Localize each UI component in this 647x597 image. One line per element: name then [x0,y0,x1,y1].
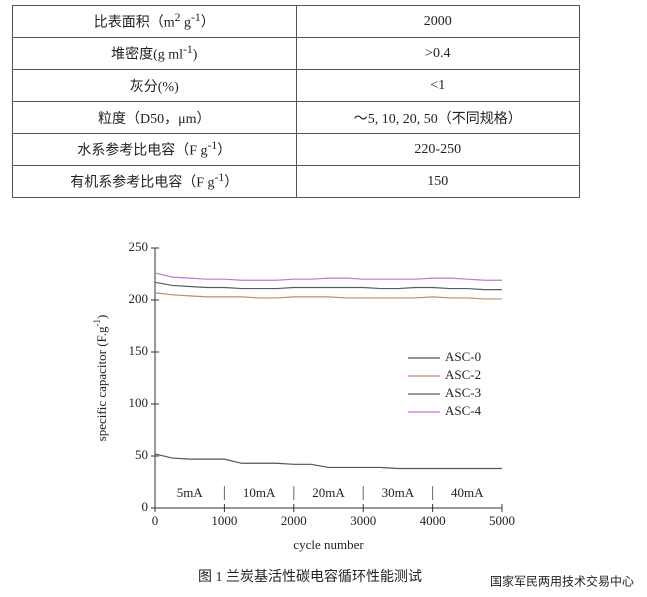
superscript: -1 [207,139,218,153]
text-part: 150 [427,173,449,189]
x-axis-label: cycle number [293,537,364,552]
text-part: 比表面积（m [93,15,175,31]
table-cell: 比表面积（m2 g-1） [12,5,297,38]
superscript: -1 [92,319,102,327]
x-tick-label: 0 [152,513,159,528]
x-tick-label: 3000 [350,513,376,528]
table-cell: 灰分(%) [12,69,297,102]
series-line [154,272,502,281]
text-part: g [180,15,191,31]
table-cell: 粒度（D50，μm） [12,101,297,134]
watermark: 国家军民两用技术交易中心 [490,574,634,589]
text-part: 灰分(%) [129,79,179,95]
table-row: 粒度（D50，μm） ～5, 10, 20, 50（不同规格） [12,101,580,134]
table-cell: >0.4 [295,37,580,70]
y-tick-label: 150 [129,343,149,358]
y-tick-label: 50 [135,447,148,462]
y-tick-label: 0 [142,499,149,514]
x-tick-label: 1000 [211,513,237,528]
text-part: 堆密度(g ml [111,47,184,63]
table-cell: 150 [295,165,580,198]
property-table: 比表面积（m2 g-1） 2000 堆密度(g ml-1) >0.4 灰分(%) <1 粒度… [12,5,580,198]
series-line [154,292,502,300]
current-label: 10mA [243,485,276,500]
text-part: 水系参考比电容（F g [77,143,208,159]
text-part: ) [192,47,198,63]
superscript: 2 [174,11,181,25]
legend-label: ASC-0 [445,349,481,364]
text-part: specific capacitor (F.g [94,326,109,441]
series-line [154,281,502,291]
series-line [154,453,502,470]
table-row: 灰分(%) <1 [12,69,580,102]
current-label: 40mA [451,485,484,500]
table-row: 堆密度(g ml-1) >0.4 [12,37,580,70]
superscript: -1 [183,43,193,57]
y-tick-label: 200 [129,291,149,306]
text-part: ） [224,175,239,191]
current-label: 5mA [177,485,204,500]
text-part: ) [94,315,109,319]
text-part: 粒度（D50，μm） [97,111,211,127]
superscript: -1 [191,11,201,25]
legend-label: ASC-4 [445,403,482,418]
legend-label: ASC-3 [445,385,481,400]
x-tick-label: 4000 [420,513,446,528]
text-part: <1 [430,77,446,93]
table-row: 有机系参考比电容（F g-1） 150 [12,165,580,198]
legend-label: ASC-2 [445,367,481,382]
table-cell: ～5, 10, 20, 50（不同规格） [295,101,580,134]
text-part: 有机系参考比电容（F g [70,175,215,191]
superscript: -1 [214,171,225,185]
x-tick-label: 5000 [489,513,515,528]
table-cell: 有机系参考比电容（F g-1） [12,165,297,198]
text-part: ～5, 10, 20, 50（不同规格） [353,111,522,127]
table-cell: 堆密度(g ml-1) [12,37,297,70]
text-part: ） [217,143,232,159]
text-part: >0.4 [425,45,451,61]
y-tick-label: 250 [129,239,149,254]
text-part: ） [200,15,215,31]
caption: 图 1 兰炭基活性碳电容循环性能测试 [198,568,422,585]
table-cell: <1 [295,69,580,102]
current-label: 30mA [382,485,415,500]
text-part: 2000 [423,13,452,29]
y-axis-label: specific capacitor (F.g-1) [92,315,109,442]
current-label: 20mA [312,485,345,500]
x-tick-label: 2000 [281,513,307,528]
table-row: 比表面积（m2 g-1） 2000 [12,5,580,38]
y-tick-label: 100 [129,395,149,410]
text-part: 220-250 [414,141,462,157]
table-cell: 2000 [295,5,580,38]
